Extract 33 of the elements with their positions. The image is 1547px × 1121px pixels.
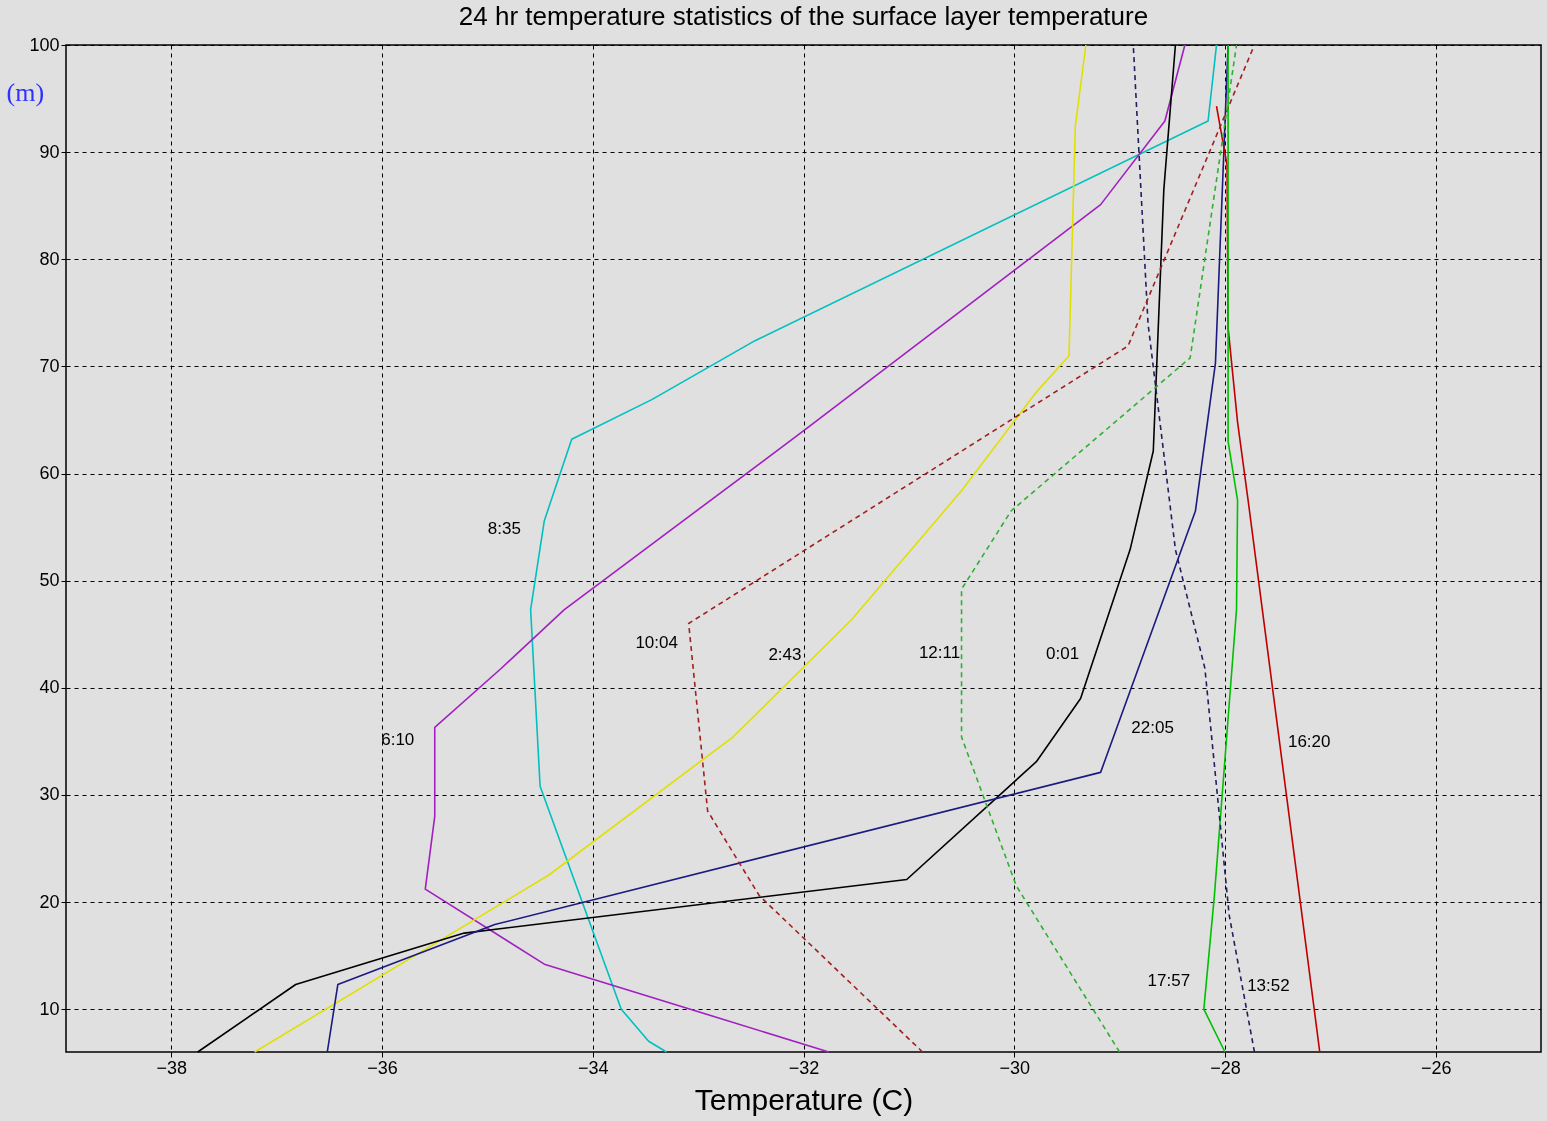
y-tick-label: 40	[39, 677, 60, 698]
x-tick-label: −28	[1210, 1057, 1241, 1078]
x-tick-label: −32	[788, 1057, 820, 1078]
series-label: 10:04	[635, 633, 678, 653]
y-tick-label: 20	[39, 891, 60, 912]
y-tick-label: 60	[39, 463, 60, 484]
x-tick-label: −34	[578, 1057, 609, 1078]
series-label: 12:11	[918, 643, 961, 663]
chart-title: 24 hr temperature statistics of the surface layer temperature	[458, 1, 1149, 31]
y-tick-label: 10	[39, 998, 60, 1019]
series-label: 8:35	[487, 518, 521, 538]
y-tick-label: 80	[39, 248, 60, 269]
x-axis-title: Temperature (C)	[694, 1082, 914, 1116]
series-label: 16:20	[1287, 732, 1331, 752]
series-label: 17:57	[1147, 971, 1191, 991]
x-tick-label: −26	[1420, 1057, 1452, 1078]
x-tick-label: −38	[156, 1057, 188, 1078]
x-tick-label: −36	[367, 1057, 398, 1078]
y-tick-label: 70	[39, 355, 60, 376]
y-tick-label: 30	[39, 784, 60, 805]
y-tick-label: 90	[39, 141, 60, 162]
series-label: 6:10	[381, 730, 415, 750]
line-series	[529, 44, 1218, 1053]
line-series	[960, 44, 1238, 1053]
line-series	[1203, 44, 1239, 1053]
y-tick-label: 50	[39, 570, 60, 591]
series-label: 0:01	[1046, 644, 1080, 664]
series-label: 2:43	[768, 645, 802, 665]
y-axis-title: (m)	[6, 77, 45, 107]
y-tick-label: 100	[29, 34, 60, 55]
series-label: 13:52	[1247, 976, 1290, 995]
x-tick-label: −30	[999, 1057, 1030, 1078]
series-label: 22:05	[1131, 718, 1174, 738]
